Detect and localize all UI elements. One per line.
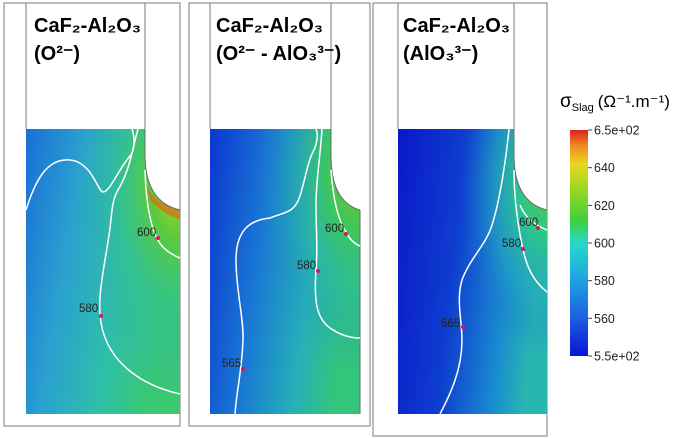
panel-3: 600 580 565 CaF₂-Al₂O₃ (AlO₃³⁻) [372, 2, 548, 437]
panel-2-contour-565 [234, 217, 271, 415]
panel-3-electrode-tip [513, 129, 548, 211]
panel-1-contour-label-600: 600 [137, 227, 156, 239]
panel-2-contour-label-565: 565 [222, 358, 241, 370]
colorbar-tick-label: 5.5e+02 [594, 350, 640, 364]
panel-3-electrode-outline [397, 3, 515, 129]
panel-2-contour-marker-600 [344, 232, 348, 236]
colorbar-ticks: 6.5e+02 640 620 600 580 560 5.5e+02 [588, 124, 640, 364]
panel-1-electrode-tip [144, 129, 181, 211]
panel-3-contour-marker-565 [461, 325, 465, 329]
panel-3-contour-label-580: 580 [502, 238, 521, 250]
colorbar-title: σSlag (Ω⁻¹.m⁻¹) [560, 91, 670, 114]
panel-3-contour-marker-600 [536, 226, 540, 230]
colorbar: σSlag (Ω⁻¹.m⁻¹) 6.5e+02 640 620 600 580 560 5.5… [560, 91, 670, 364]
panel-2-electrode-tip [330, 129, 361, 211]
panel-3-contour-580 [513, 169, 548, 293]
panel-3-contour-marker-580 [521, 247, 525, 251]
panel-2-hot-region [210, 129, 360, 414]
panel-1-subtitle: (O²⁻) [34, 43, 80, 65]
colorbar-subscript: Slag [572, 102, 594, 114]
panel-3-hot-region [398, 129, 547, 414]
colorbar-tick-label: 580 [594, 274, 615, 288]
panel-3-contour-label-600: 600 [519, 217, 538, 229]
panel-2-contour-marker-565 [241, 367, 245, 371]
panel-2-contour-label-580: 580 [297, 260, 316, 272]
panel-2-contour-upper [269, 128, 319, 219]
panel-1: 600 580 CaF₂-Al₂O₃ (O²⁻) [3, 2, 181, 427]
panel-2-subtitle: (O²⁻ - AlO₃³⁻) [216, 43, 341, 65]
panel-3-subtitle: (AlO₃³⁻) [403, 43, 478, 65]
colorbar-unit: (Ω⁻¹.m⁻¹) [598, 92, 670, 111]
colorbar-symbol: σ [560, 91, 572, 112]
colorbar-tick-label: 600 [594, 237, 615, 251]
panel-2-contour-580 [314, 128, 361, 339]
panel-2-title: CaF₂-Al₂O₃ [216, 15, 323, 37]
colorbar-gradient [570, 130, 588, 356]
panel-1-contour-marker-600 [156, 236, 160, 240]
panel-3-contour-600 [519, 204, 548, 231]
panel-3-title: CaF₂-Al₂O₃ [403, 15, 510, 37]
panel-3-contour-565 [439, 128, 510, 415]
colorbar-tick-label: 640 [594, 161, 615, 175]
colorbar-tick-label: 620 [594, 199, 615, 213]
panel-1-contour-580 [98, 128, 181, 395]
panel-2-contour-marker-580 [316, 269, 320, 273]
panel-1-title: CaF₂-Al₂O₃ [34, 15, 141, 37]
colorbar-tick-label: 6.5e+02 [594, 124, 640, 138]
panel-1-electrode-outline [25, 3, 146, 129]
panel-2: 600 580 565 CaF₂-Al₂O₃ (O²⁻ - AlO₃³⁻) [188, 2, 371, 427]
panel-3-contour-label-565: 565 [441, 318, 460, 330]
panel-2-electrode-outline [209, 3, 332, 129]
colorbar-tick-label: 560 [594, 312, 615, 326]
panel-2-contour-600 [330, 169, 361, 247]
panel-1-contour-marker-580 [99, 314, 103, 318]
panel-2-contour-label-600: 600 [325, 223, 344, 235]
panel-1-hot-edge [145, 180, 180, 220]
panel-1-contour-label-580: 580 [79, 303, 98, 315]
